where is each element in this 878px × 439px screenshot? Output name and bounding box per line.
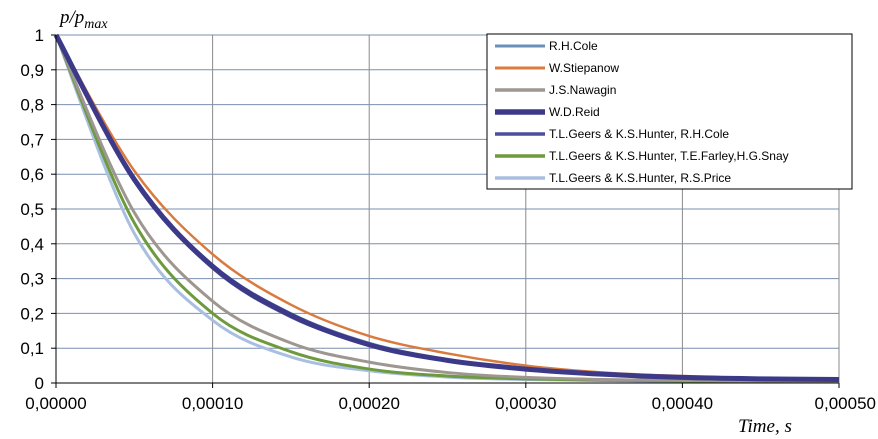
x-tick-label: 0,00030: [495, 394, 556, 413]
y-tick-labels: 0 0,1 0,2 0,3 0,4 0,5 0,6 0,7 0,8 0,9 1: [20, 26, 44, 393]
legend-box: [486, 33, 853, 190]
series-line: [53, 33, 840, 383]
x-tick-label: 0,00040: [652, 394, 713, 413]
y-tick-label: 0,2: [20, 304, 44, 323]
y-tick-label: 0,4: [20, 235, 44, 254]
x-axis-title: Time, s: [738, 416, 792, 437]
series-line: [54, 34, 840, 383]
y-axis-title: p/pmax: [58, 7, 108, 32]
legend-label: R.H.Cole: [549, 39, 598, 53]
legend-label: T.L.Geers & K.S.Hunter, R.S.Price: [549, 171, 731, 185]
legend-label: W.Stiepanow: [549, 61, 619, 75]
legend-label: T.L.Geers & K.S.Hunter, T.E.Farley,H.G.S…: [549, 149, 789, 163]
legend-label: W.D.Reid: [549, 105, 600, 119]
legend: R.H.Cole W.Stiepanow J.S.Nawagin W.D.Reid T.…: [486, 33, 853, 190]
y-tick-label: 0,9: [20, 61, 44, 80]
y-tick-label: 0,6: [20, 165, 44, 184]
y-tick-label: 0,7: [20, 130, 44, 149]
legend-label: T.L.Geers & K.S.Hunter, R.H.Cole: [549, 127, 729, 141]
x-tick-labels: 0,00000 0,00010 0,00020 0,00030 0,00040 0,000…: [25, 394, 876, 413]
x-tick-label: 0,00010: [182, 394, 243, 413]
legend-label: J.S.Nawagin: [549, 83, 616, 97]
y-tick-label: 0,1: [20, 339, 44, 358]
series-lines: [53, 33, 840, 383]
axes: [51, 34, 840, 388]
y-tick-label: 0,3: [20, 270, 44, 289]
y-tick-label: 1: [35, 26, 44, 45]
x-tick-label: 0,00000: [25, 394, 86, 413]
x-tick-label: 0,00050: [815, 394, 876, 413]
x-tick-label: 0,00020: [338, 394, 399, 413]
y-tick-label: 0: [35, 374, 44, 393]
y-tick-label: 0,8: [20, 96, 44, 115]
y-tick-label: 0,5: [20, 200, 44, 219]
